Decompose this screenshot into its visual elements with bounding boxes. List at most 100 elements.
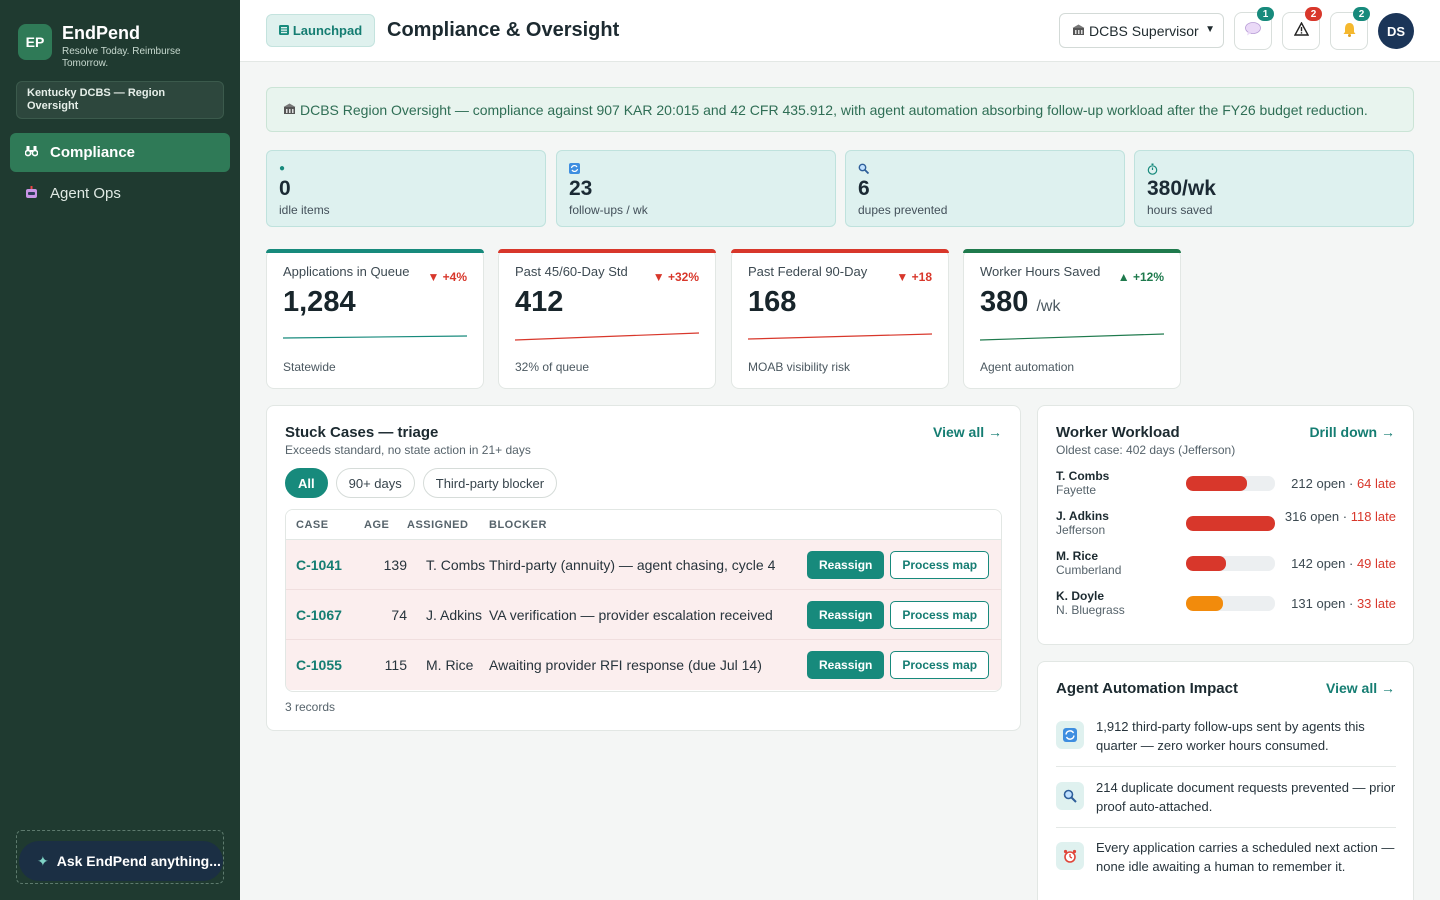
workload-stat: 316 open · 118 late (1282, 509, 1396, 524)
launchpad-button[interactable]: Launchpad (266, 14, 375, 47)
col-assigned[interactable]: ASSIGNED (407, 518, 469, 531)
kpi-sparkline (980, 333, 1164, 341)
region-selector[interactable]: Kentucky DCBS — Region Oversight (16, 81, 224, 119)
case-age: 74 (391, 606, 407, 623)
notifications-count-badge: 2 (1353, 7, 1370, 21)
kpi-accent-bar (498, 249, 716, 253)
impact-view-all-link[interactable]: View all → (1326, 680, 1395, 696)
stuck-view-all-link[interactable]: View all → (933, 424, 1002, 440)
case-assigned: J. Adkins (426, 606, 483, 623)
workload-row[interactable]: J. Adkins Jefferson 316 open · 118 late (1056, 509, 1396, 541)
case-id-link[interactable]: C-1067 (296, 606, 342, 623)
late-count: 33 late (1356, 596, 1396, 611)
workload-stat: 142 open · 49 late (1282, 556, 1396, 571)
kpi-delta: ▼ +18 (896, 270, 932, 284)
table-row[interactable]: C-1041 139 T. Combs Third-party (annuity… (286, 540, 1001, 590)
worker-region: N. Bluegrass (1056, 603, 1125, 617)
kpi-delta: ▲ +12% (1117, 270, 1164, 284)
col-blocker[interactable]: BLOCKER (489, 518, 547, 531)
process-map-button[interactable]: Process map (890, 651, 990, 679)
sidebar-item-agent-ops[interactable]: Agent Ops (10, 174, 230, 213)
worker-workload-card: Worker Workload Oldest case: 402 days (J… (1037, 405, 1414, 645)
grid-icon (278, 23, 289, 38)
reassign-button[interactable]: Reassign (807, 550, 885, 579)
page-title: Compliance & Oversight (387, 19, 620, 41)
mini-stat-value: 0 (279, 177, 291, 200)
kpi-accent-bar (266, 249, 484, 253)
late-count: 64 late (1356, 476, 1396, 491)
col-age[interactable]: AGE (364, 518, 390, 531)
stuck-cases-card: Stuck Cases — triage Exceeds standard, n… (266, 405, 1021, 731)
kpi-value: 412 (515, 285, 699, 319)
case-id-link[interactable]: C-1041 (296, 556, 342, 573)
mini-stat-hours: 380/wk hours saved (1134, 150, 1414, 227)
case-assigned: M. Rice (426, 657, 474, 673)
kpi-past-federal-90-day[interactable]: Past Federal 90-Day ▼ +18 168 MOAB visib… (731, 249, 949, 389)
launchpad-label: Launchpad (292, 23, 363, 38)
filter-90-plus-days[interactable]: 90+ days (335, 468, 415, 498)
records-count: 3 records (285, 700, 336, 714)
divider (1056, 766, 1396, 767)
col-case[interactable]: CASE (296, 518, 329, 531)
mini-stat-label: hours saved (1147, 203, 1213, 217)
banner-text: DCBS Region Oversight — compliance again… (300, 101, 1368, 118)
sidebar-item-compliance[interactable]: Compliance (10, 133, 230, 172)
case-id-link[interactable]: C-1055 (296, 657, 342, 673)
sidebar-item-label: Compliance (50, 144, 136, 161)
impact-text: 214 duplicate document requests prevente… (1096, 780, 1396, 814)
robot-icon (24, 185, 38, 202)
kpi-value-number: 1,284 (283, 286, 356, 318)
filter-all[interactable]: All (285, 468, 328, 498)
table-header: CASE AGE ASSIGNED BLOCKER (286, 510, 1001, 540)
kpi-accent-bar (731, 249, 949, 253)
notifications-button[interactable]: 2 (1330, 7, 1370, 50)
user-avatar[interactable]: DS (1378, 13, 1414, 49)
workload-row[interactable]: M. Rice Cumberland 142 open · 49 late (1056, 549, 1396, 581)
binoculars-icon (24, 145, 38, 160)
ask-container: ✦ Ask EndPend anything... (16, 830, 224, 884)
workload-subtitle: Oldest case: 402 days (Jefferson) (1056, 443, 1236, 457)
kpi-sparkline (748, 333, 932, 340)
messages-count-badge: 1 (1257, 7, 1274, 21)
workload-row[interactable]: T. Combs Fayette 212 open · 64 late (1056, 469, 1396, 501)
process-map-button[interactable]: Process map (890, 550, 990, 579)
table-row[interactable]: C-1067 74 J. Adkins VA verification — pr… (286, 590, 1001, 640)
drill-down-link[interactable]: Drill down → (1309, 424, 1395, 440)
filter-third-party-blocker[interactable]: Third-party blocker (422, 468, 558, 498)
workload-row[interactable]: K. Doyle N. Bluegrass 131 open · 33 late (1056, 589, 1396, 621)
bell-icon (1342, 22, 1357, 41)
workload-bar-fill (1186, 516, 1275, 531)
reassign-button[interactable]: Reassign (807, 651, 885, 679)
app-logo: EP (18, 24, 52, 60)
stuck-cases-subtitle: Exceeds standard, no state action in 21+… (285, 443, 531, 457)
refresh-icon (569, 163, 823, 177)
brand: EP EndPend Resolve Today. Reimburse Tomo… (18, 24, 202, 70)
table-row[interactable]: C-1055 115 M. Rice Awaiting provider RFI… (286, 640, 1001, 690)
role-select[interactable]: DCBS Supervisor ▼ (1059, 13, 1224, 48)
stuck-cases-table: CASE AGE ASSIGNED BLOCKER C-1041 139 T. … (285, 509, 1002, 692)
kpi-value: 168 (748, 285, 932, 319)
process-map-button[interactable]: Process map (890, 600, 990, 629)
kpi-applications-in-queue[interactable]: Applications in Queue ▼ +4% 1,284 Statew… (266, 249, 484, 389)
kpi-worker-hours-saved[interactable]: Worker Hours Saved ▲ +12% 380 /wk Agent … (963, 249, 1181, 389)
magnifier-icon (858, 163, 1112, 177)
ask-endpend-button[interactable]: ✦ Ask EndPend anything... (19, 841, 223, 881)
worker-name: J. Adkins (1056, 509, 1109, 523)
impact-item: 214 duplicate document requests prevente… (1056, 778, 1396, 816)
workload-bar (1186, 516, 1275, 531)
case-age: 115 (384, 657, 407, 673)
case-age: 139 (383, 556, 407, 573)
kpi-unit: /wk (1036, 298, 1061, 315)
kpi-accent-bar (963, 249, 1181, 253)
alerts-button[interactable]: 2 (1282, 7, 1322, 50)
worker-name: T. Combs (1056, 469, 1110, 483)
kpi-past-45-60-day[interactable]: Past 45/60-Day Std ▼ +32% 412 32% of que… (498, 249, 716, 389)
impact-text: 1,912 third-party follow-ups sent by age… (1096, 719, 1365, 753)
reassign-button[interactable]: Reassign (807, 600, 885, 629)
workload-bar (1186, 596, 1275, 611)
kpi-value: 1,284 (283, 285, 467, 319)
messages-button[interactable]: 1 (1234, 7, 1274, 50)
kpi-value-number: 412 (515, 286, 564, 318)
mini-stat-idle: ● 0 idle items (266, 150, 546, 227)
kpi-label: Past Federal 90-Day (748, 264, 868, 279)
